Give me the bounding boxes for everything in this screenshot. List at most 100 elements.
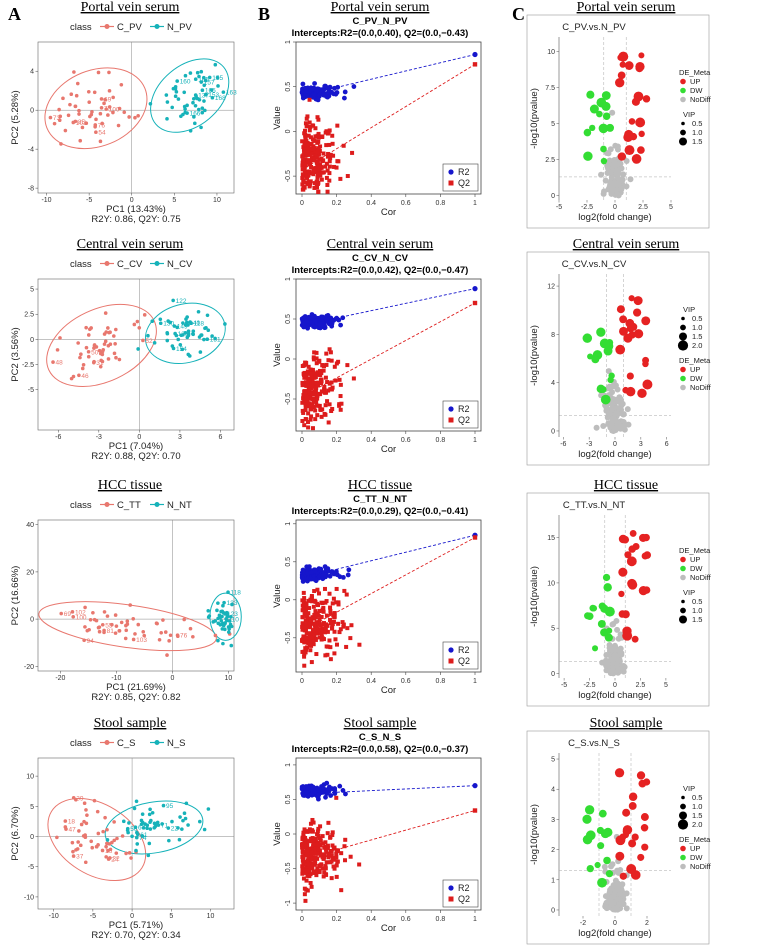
pca-point <box>184 317 188 321</box>
pca-point <box>77 108 81 113</box>
vip-legend-label: 1.5 <box>692 332 702 341</box>
pca-point-label: 37 <box>76 854 84 861</box>
pca-point-label: 118 <box>194 321 205 328</box>
perm-q2-point <box>307 384 312 389</box>
perm-legend <box>442 641 479 670</box>
pca-point <box>105 614 110 618</box>
x-tick-label: 0.4 <box>366 437 376 444</box>
pca-point <box>180 827 184 831</box>
volcano-up-point <box>626 556 637 567</box>
volcano-up-point <box>629 530 637 537</box>
perm-q2-point <box>309 857 314 862</box>
perm-q2-point <box>324 351 329 356</box>
pca-point <box>77 829 81 833</box>
pca-plot-frame <box>37 278 235 431</box>
x-tick-label: 5 <box>669 204 673 211</box>
pca-point <box>135 319 140 324</box>
perm-q2-point <box>315 868 320 873</box>
volcano-panel-title: Central vein serum <box>573 237 680 252</box>
pca-point-label: 76 <box>180 633 188 640</box>
perm-q2-point <box>311 604 316 609</box>
x-tick-label: 0.4 <box>366 200 376 207</box>
volcano-up-point <box>622 825 633 835</box>
perm-q2-point <box>315 181 320 186</box>
volcano-dw-point <box>596 110 603 118</box>
perm-q2-point <box>300 175 305 180</box>
volcano-nodiff-point <box>613 617 620 624</box>
pca-point <box>157 638 162 642</box>
perm-r2-point <box>316 86 322 92</box>
pca-point <box>183 816 188 821</box>
pca-point <box>193 77 198 82</box>
pca-point-label: 163 <box>226 90 237 97</box>
pca-point <box>213 633 218 638</box>
perm-q2-point <box>314 873 319 878</box>
perm-q2-point <box>305 873 310 878</box>
perm-q2-point <box>311 405 316 410</box>
volcano-x-label: log2(fold change) <box>578 690 651 701</box>
perm-q2-point <box>313 126 318 131</box>
pca-point <box>106 113 110 117</box>
pca-point <box>134 835 139 840</box>
perm-r2-point <box>314 785 320 791</box>
perm-legend <box>442 879 479 908</box>
perm-q2-point <box>316 403 321 408</box>
perm-q2-point <box>319 637 324 642</box>
volcano-nodiff-point <box>614 626 621 633</box>
vip-legend-label: 1.0 <box>692 323 702 332</box>
pca-point-label: 103 <box>136 637 147 644</box>
vip-legend-label: 1.5 <box>692 811 702 820</box>
pca-point <box>200 88 205 92</box>
perm-r2-point <box>351 84 357 89</box>
perm-model-name: C_CV_N_CV <box>352 253 409 264</box>
pca-point <box>128 603 133 607</box>
pca-point <box>90 845 95 850</box>
perm-q2-point <box>327 171 332 176</box>
perm-q2-point <box>317 167 322 172</box>
perm-q2-point <box>313 837 318 842</box>
volcano-nodiff-point <box>627 176 634 183</box>
volcano-dw-point <box>597 619 606 628</box>
perm-q2-point <box>302 423 307 428</box>
pca-point-label: 39 <box>76 795 84 802</box>
pca-point <box>170 819 174 824</box>
pca-point <box>99 106 104 110</box>
pca-point <box>178 342 183 347</box>
x-tick-label: 0 <box>300 916 304 923</box>
x-tick-label: 0 <box>170 675 174 682</box>
pca-point-label: 22 <box>171 826 179 833</box>
x-tick-label: -5 <box>556 204 562 211</box>
de-legend-label: DW <box>690 853 703 862</box>
pca-point <box>58 114 63 119</box>
perm-q2-point <box>304 394 309 399</box>
perm-q2-point <box>304 611 309 616</box>
pca-point <box>145 826 149 831</box>
pca-point <box>84 808 88 812</box>
legend-r2-label: R2 <box>458 883 470 893</box>
volcano-up-point <box>624 551 632 559</box>
pca-point <box>191 329 196 333</box>
perm-r2-point <box>333 568 339 574</box>
pca-y-label: PC2 (5.28%) <box>10 90 21 144</box>
x-tick-label: -2 <box>580 920 586 927</box>
perm-q2-point <box>318 838 323 843</box>
x-tick-label: 6 <box>665 441 669 448</box>
pca-point <box>97 629 102 634</box>
perm-y-label: Value <box>272 822 283 846</box>
volcano-up-point <box>631 97 640 106</box>
volcano-dw-point <box>605 870 614 878</box>
pca-point <box>179 333 184 338</box>
pca-point <box>124 623 128 628</box>
perm-q2-point <box>315 413 320 418</box>
x-tick-label: 2 <box>645 920 649 927</box>
volcano-up-point <box>618 567 628 577</box>
volcano-nodiff-point <box>615 167 622 174</box>
volcano-nodiff-point <box>620 171 627 178</box>
pca-point-label: 137 <box>198 93 209 100</box>
perm-q2-point <box>315 380 320 385</box>
volcano-up-point <box>638 52 645 59</box>
perm-q2-point <box>310 635 315 640</box>
pca-point <box>107 105 112 109</box>
perm-q2-point <box>300 624 305 629</box>
perm-q2-point <box>302 596 307 601</box>
